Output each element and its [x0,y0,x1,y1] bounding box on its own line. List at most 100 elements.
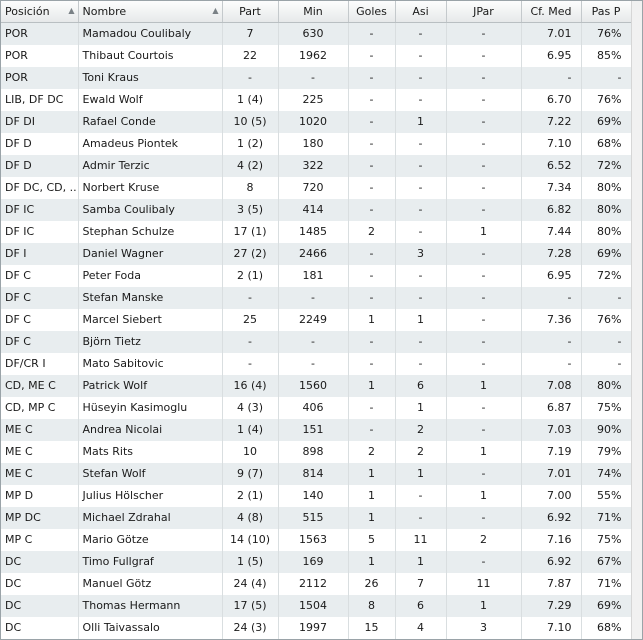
column-header-cf-med[interactable]: Cf. Med [521,1,582,23]
cell-asi: - [395,484,447,507]
cell-part: - [222,66,279,89]
cell-asi: - [395,66,447,89]
cell-asi: 2 [395,418,447,441]
vertical-scrollbar[interactable] [631,1,642,639]
table-row[interactable]: POR Mamadou Coulibaly 7 630- - -7.01 76% [1,22,632,45]
column-header-asi[interactable]: Asi [395,1,447,23]
cell-asi: - [395,264,447,287]
cell-pas-p: - [581,352,632,375]
table-row[interactable]: LIB, DF DC Ewald Wolf 1 (4) 225- - -6.70 76% [1,88,632,111]
cell-position: DF/CR I [1,352,79,375]
cell-cf-med: 7.34 [521,176,582,199]
column-header-name[interactable]: Nombre ▲ [78,1,223,23]
cell-position: MP DC [1,506,79,529]
table-row[interactable]: MP C Mario Götze 14 (10) 1563 5 11 2 7.16 75% [1,528,632,551]
cell-cf-med: - [521,286,582,309]
table-row[interactable]: DF DC, CD, .. Norbert Kruse 8 720- - -7.34 80% [1,176,632,199]
table-row[interactable]: POR Toni Kraus - - - - - - - [1,66,632,89]
column-header-jpar[interactable]: JPar [446,1,522,23]
cell-goles: 5 [348,528,396,551]
table-row[interactable]: DF IC Stephan Schulze 17 (1) 1485 2-1 7.44 80% [1,220,632,243]
table-row[interactable]: POR Thibaut Courtois 22 1962- - -6.95 85% [1,44,632,67]
cell-cf-med: 6.95 [521,264,582,287]
cell-part: 2 (1) [222,264,279,287]
cell-jpar: - [446,418,522,441]
cell-asi: - [395,22,447,45]
column-header-goles[interactable]: Goles [348,1,396,23]
table-row[interactable]: DC Olli Taivassalo 24 (3) 1997 15 4 3 7.10 68% [1,616,632,639]
table-row[interactable]: DF DI Rafael Conde 10 (5) 1020-1-7.22 69% [1,110,632,133]
table-row[interactable]: DC Manuel Götz 24 (4) 2112 26 7 11 7.87 71% [1,572,632,595]
cell-asi: - [395,286,447,309]
cell-name: Samba Coulibaly [78,198,223,221]
cell-pas-p: 75% [581,396,632,419]
cell-cf-med: 7.87 [521,572,582,595]
table-row[interactable]: DF/CR I Mato Sabitovic - - - - - - - [1,352,632,375]
column-header-part[interactable]: Part [222,1,279,23]
cell-min: 1560 [278,374,349,397]
table-row[interactable]: DF IC Samba Coulibaly 3 (5) 414- - -6.82 80% [1,198,632,221]
cell-min: 1504 [278,594,349,617]
table-row[interactable]: DF C Björn Tietz - - - - - - - [1,330,632,353]
cell-jpar: - [446,198,522,221]
cell-name: Thibaut Courtois [78,44,223,67]
cell-jpar: - [446,66,522,89]
cell-goles: - [348,242,396,265]
cell-goles: - [348,396,396,419]
cell-goles: - [348,132,396,155]
cell-jpar: - [446,506,522,529]
cell-jpar: - [446,176,522,199]
cell-pas-p: 72% [581,154,632,177]
column-header-position[interactable]: Posición ▲ [1,1,79,23]
cell-part: 17 (5) [222,594,279,617]
table-row[interactable]: DF D Admir Terzic 4 (2) 322- - -6.52 72% [1,154,632,177]
cell-min: 515 [278,506,349,529]
cell-name: Andrea Nicolai [78,418,223,441]
table-row[interactable]: ME C Andrea Nicolai 1 (4) 151-2-7.03 90% [1,418,632,441]
cell-part: 17 (1) [222,220,279,243]
cell-min: - [278,352,349,375]
cell-part: 1 (4) [222,88,279,111]
player-stats-table: Posición ▲ Nombre ▲ Part Min Goles Asi JPa… [1,1,632,639]
table-row[interactable]: MP D Julius Hölscher 2 (1) 140 1-1 7.00 55% [1,484,632,507]
table-row[interactable]: CD, MP C Hüseyin Kasimoglu 4 (3) 406-1-6.87… [1,396,632,419]
cell-jpar: - [446,396,522,419]
cell-pas-p: 80% [581,198,632,221]
cell-cf-med: 6.82 [521,198,582,221]
table-row[interactable]: ME C Mats Rits 10 898 2 2 1 7.19 79% [1,440,632,463]
cell-position: POR [1,66,79,89]
cell-cf-med: 7.10 [521,616,582,639]
cell-goles: 1 [348,506,396,529]
table-row[interactable]: DC Timo Fullgraf 1 (5) 169 1 1-6.92 67% [1,550,632,573]
table-row[interactable]: DF D Amadeus Piontek 1 (2) 180- - -7.10 68% [1,132,632,155]
cell-min: 169 [278,550,349,573]
column-header-pas-p[interactable]: Pas P [581,1,632,23]
table-row[interactable]: DF C Marcel Siebert 25 2249 1 1-7.36 76% [1,308,632,331]
cell-goles: - [348,110,396,133]
table-row[interactable]: MP DC Michael Zdrahal 4 (8) 515 1- -6.92 71% [1,506,632,529]
cell-goles: 26 [348,572,396,595]
table-row[interactable]: DF I Daniel Wagner 27 (2) 2466-3-7.28 69% [1,242,632,265]
table-row[interactable]: DF C Peter Foda 2 (1) 181- - -6.95 72% [1,264,632,287]
table-header-row: Posición ▲ Nombre ▲ Part Min Goles Asi JPa… [1,1,632,23]
table-row[interactable]: DF C Stefan Manske - - - - - - - [1,286,632,309]
cell-asi: - [395,88,447,111]
column-header-min[interactable]: Min [278,1,349,23]
cell-part: 25 [222,308,279,331]
cell-goles: - [348,88,396,111]
table-row[interactable]: ME C Stefan Wolf 9 (7) 814 1 1-7.01 74% [1,462,632,485]
cell-part: 24 (3) [222,616,279,639]
cell-min: 225 [278,88,349,111]
table-row[interactable]: CD, ME C Patrick Wolf 16 (4) 1560 1 6 1 7.08 80% [1,374,632,397]
table-row[interactable]: DC Thomas Hermann 17 (5) 1504 8 6 1 7.29 69% [1,594,632,617]
cell-pas-p: 80% [581,374,632,397]
cell-part: 3 (5) [222,198,279,221]
cell-pas-p: 90% [581,418,632,441]
cell-cf-med: 7.10 [521,132,582,155]
cell-position: DF D [1,132,79,155]
cell-asi: - [395,198,447,221]
cell-name: Daniel Wagner [78,242,223,265]
cell-position: CD, ME C [1,374,79,397]
cell-goles: 1 [348,308,396,331]
cell-part: 16 (4) [222,374,279,397]
